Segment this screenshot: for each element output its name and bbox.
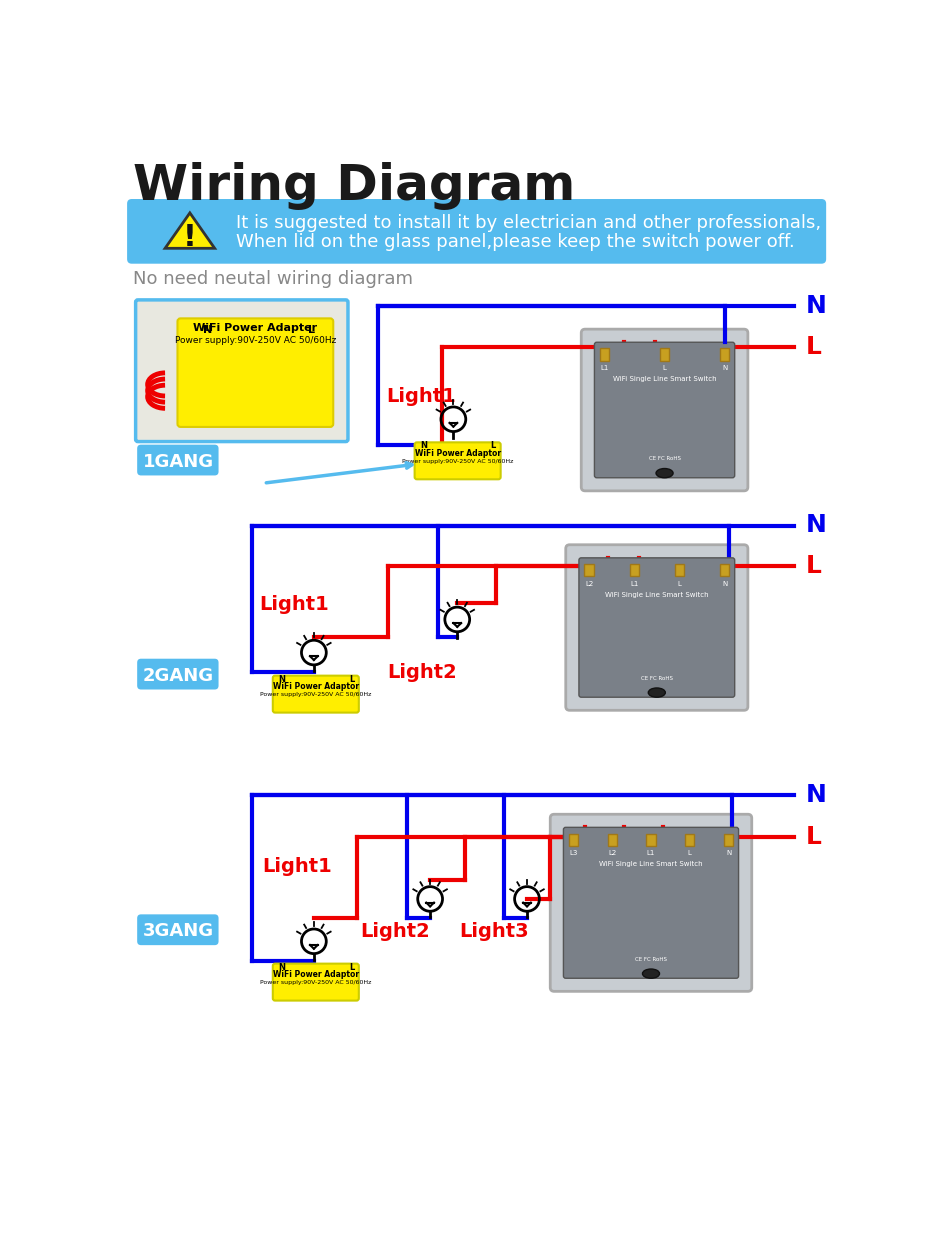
Text: N: N xyxy=(726,851,731,856)
Ellipse shape xyxy=(648,688,665,698)
Text: L: L xyxy=(308,325,314,335)
Text: N: N xyxy=(420,441,427,451)
Bar xyxy=(584,564,593,577)
FancyBboxPatch shape xyxy=(565,545,748,710)
Text: L: L xyxy=(677,580,682,587)
Text: Light1: Light1 xyxy=(386,387,456,406)
Text: Power supply:90V-250V AC 50/60Hz: Power supply:90V-250V AC 50/60Hz xyxy=(175,336,336,345)
Text: N: N xyxy=(806,294,827,319)
FancyBboxPatch shape xyxy=(272,963,359,1000)
Text: L1: L1 xyxy=(630,580,638,587)
Text: WiFi Single Line Smart Switch: WiFi Single Line Smart Switch xyxy=(605,592,709,598)
Text: !: ! xyxy=(183,224,197,252)
Text: Power supply:90V-250V AC 50/60Hz: Power supply:90V-250V AC 50/60Hz xyxy=(402,458,513,463)
Text: N: N xyxy=(722,366,727,372)
Bar xyxy=(607,834,617,846)
Text: Light2: Light2 xyxy=(360,923,430,941)
Bar xyxy=(646,834,656,846)
FancyBboxPatch shape xyxy=(594,342,735,478)
Bar xyxy=(724,834,733,846)
Text: N: N xyxy=(278,963,286,972)
Text: CE FC RoHS: CE FC RoHS xyxy=(635,957,667,962)
Text: It is suggested to install it by electrician and other professionals,: It is suggested to install it by electri… xyxy=(236,215,821,232)
FancyBboxPatch shape xyxy=(138,445,219,475)
Text: Light2: Light2 xyxy=(388,662,458,682)
Text: Power supply:90V-250V AC 50/60Hz: Power supply:90V-250V AC 50/60Hz xyxy=(260,979,371,984)
FancyBboxPatch shape xyxy=(138,914,219,945)
Text: L: L xyxy=(349,963,354,972)
Text: CE FC RoHS: CE FC RoHS xyxy=(641,676,672,680)
Text: WiFi Single Line Smart Switch: WiFi Single Line Smart Switch xyxy=(599,861,703,867)
Polygon shape xyxy=(166,212,215,248)
Text: N: N xyxy=(806,514,827,537)
Bar xyxy=(569,834,578,846)
Text: L: L xyxy=(806,825,822,850)
Text: Light1: Light1 xyxy=(259,595,329,614)
FancyBboxPatch shape xyxy=(581,330,748,490)
Text: Wiring Diagram: Wiring Diagram xyxy=(133,162,576,210)
Text: L2: L2 xyxy=(608,851,617,856)
Text: Light1: Light1 xyxy=(262,857,332,876)
Bar xyxy=(675,564,684,577)
Bar xyxy=(720,564,729,577)
Text: CE FC RoHS: CE FC RoHS xyxy=(648,456,681,461)
FancyBboxPatch shape xyxy=(551,814,751,992)
Text: L2: L2 xyxy=(585,580,593,587)
Text: No need neutal wiring diagram: No need neutal wiring diagram xyxy=(133,270,413,288)
Text: L1: L1 xyxy=(600,366,609,372)
Text: L1: L1 xyxy=(646,851,656,856)
Text: L: L xyxy=(806,335,822,359)
Text: N: N xyxy=(203,325,212,335)
Bar xyxy=(720,348,729,361)
Text: WiFi Single Line Smart Switch: WiFi Single Line Smart Switch xyxy=(613,377,716,382)
Ellipse shape xyxy=(656,468,673,478)
Text: Light3: Light3 xyxy=(458,923,528,941)
Text: WiFi Power Adapter: WiFi Power Adapter xyxy=(193,322,317,332)
Bar xyxy=(685,834,695,846)
Ellipse shape xyxy=(643,969,659,978)
FancyBboxPatch shape xyxy=(136,300,348,442)
FancyBboxPatch shape xyxy=(578,558,735,698)
Text: 2GANG: 2GANG xyxy=(142,667,214,684)
Text: Power supply:90V-250V AC 50/60Hz: Power supply:90V-250V AC 50/60Hz xyxy=(260,692,371,697)
FancyBboxPatch shape xyxy=(272,676,359,713)
Bar xyxy=(630,564,639,577)
FancyBboxPatch shape xyxy=(415,442,500,479)
Text: L3: L3 xyxy=(569,851,578,856)
Text: L: L xyxy=(491,441,496,451)
Bar xyxy=(600,348,609,361)
Text: L: L xyxy=(349,674,354,684)
FancyBboxPatch shape xyxy=(127,199,826,264)
Bar xyxy=(660,348,670,361)
Text: N: N xyxy=(278,674,286,684)
Text: L: L xyxy=(806,555,822,578)
Text: 1GANG: 1GANG xyxy=(142,452,214,471)
Text: WiFi Power Adaptor: WiFi Power Adaptor xyxy=(272,969,359,979)
Text: L: L xyxy=(662,366,667,372)
Text: WiFi Power Adaptor: WiFi Power Adaptor xyxy=(272,682,359,690)
FancyBboxPatch shape xyxy=(138,658,219,689)
Text: L: L xyxy=(688,851,692,856)
FancyBboxPatch shape xyxy=(178,319,333,427)
Text: N: N xyxy=(722,580,727,587)
Text: 3GANG: 3GANG xyxy=(142,923,214,940)
Text: N: N xyxy=(806,783,827,806)
Text: When lid on the glass panel,please keep the switch power off.: When lid on the glass panel,please keep … xyxy=(236,233,795,251)
FancyBboxPatch shape xyxy=(564,827,738,978)
Text: WiFi Power Adaptor: WiFi Power Adaptor xyxy=(415,448,500,457)
